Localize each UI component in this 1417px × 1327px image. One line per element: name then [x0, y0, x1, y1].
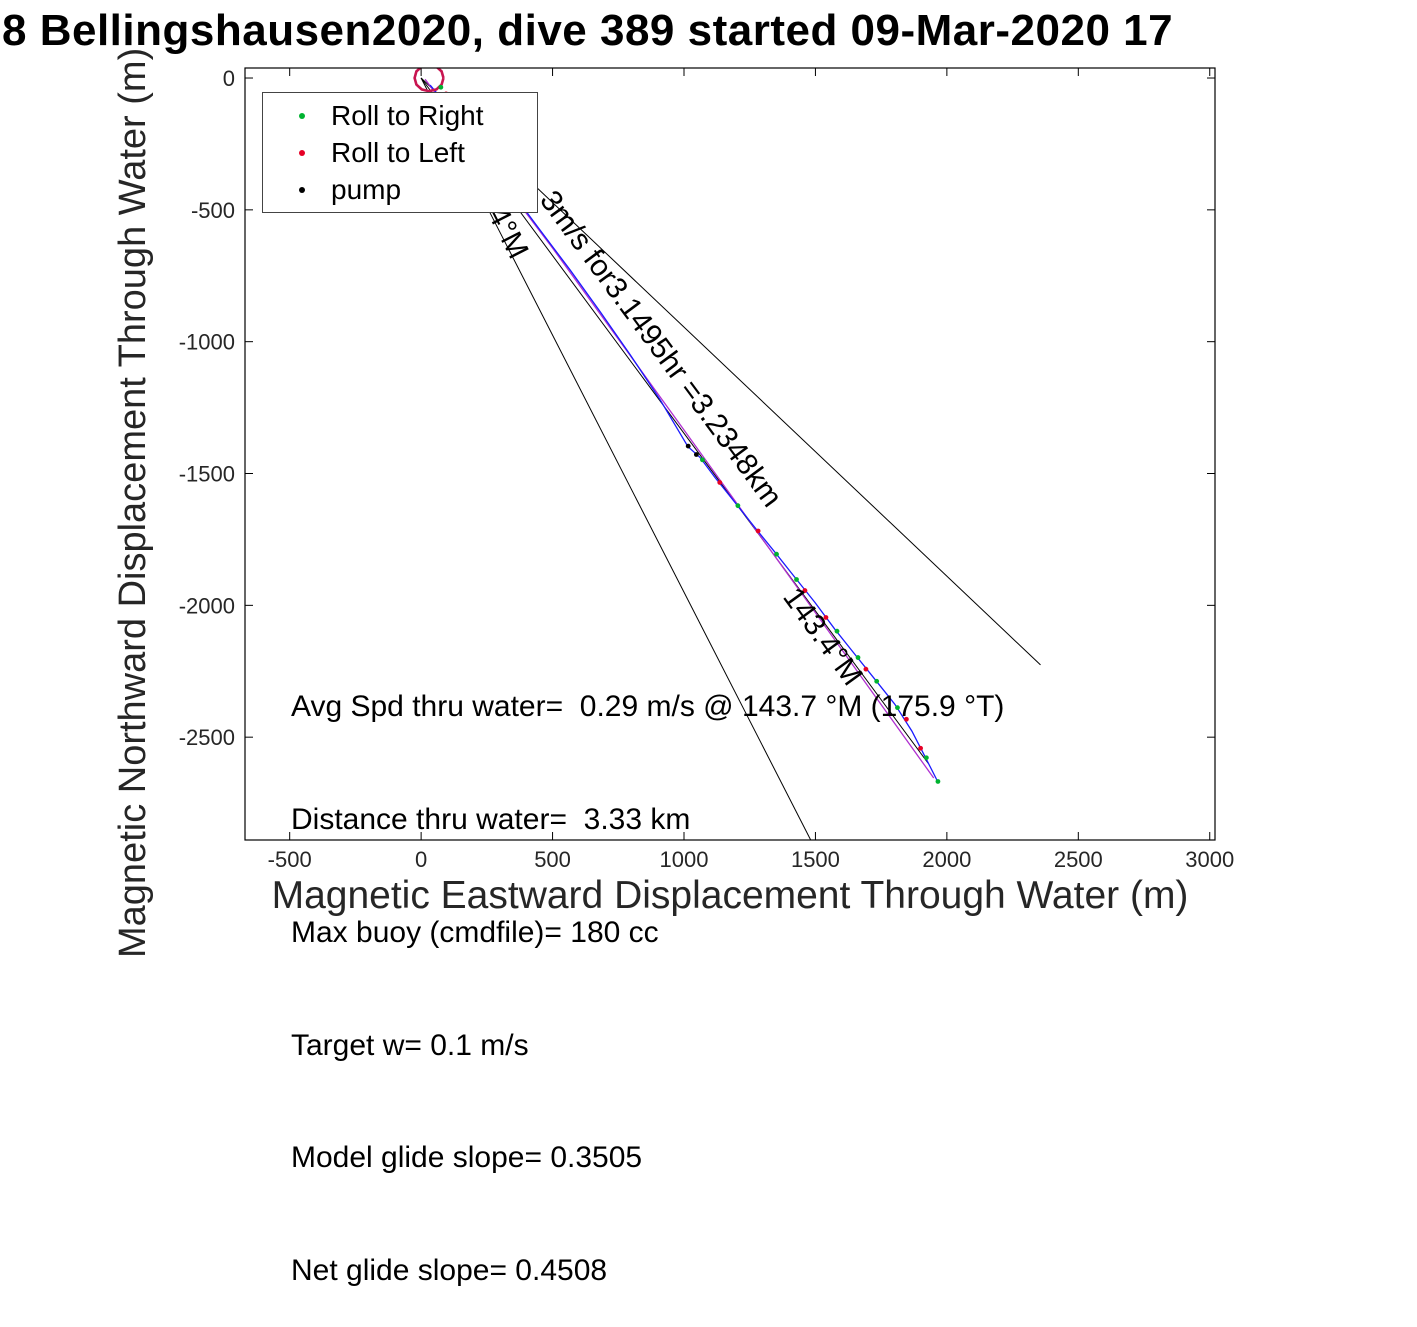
roll-right-markers [895, 705, 900, 711]
legend-item-label: pump [331, 173, 402, 205]
plot-border [244, 67, 1216, 841]
page-title: 8 Bellingshausen2020, dive 389 started 0… [2, 6, 1174, 55]
info-line-net-glide: Net glide slope= 0.4508 [291, 1254, 608, 1288]
roll-right-markers [935, 779, 941, 784]
roll-right-markers [855, 655, 861, 660]
x-tick-label: -500 [268, 847, 312, 872]
x-tick-label: 500 [534, 847, 571, 872]
y-tick-label: -1500 [179, 462, 235, 487]
pump-markers [685, 443, 691, 449]
info-line-max-buoy: Max buoy (cmdfile)= 180 cc [291, 915, 659, 949]
roll-right-markers [699, 457, 705, 463]
roll-left-markers [717, 480, 723, 485]
roll-left-markers [903, 716, 909, 722]
x-tick-label: 3000 [1185, 847, 1234, 872]
roll-right-markers [794, 577, 799, 582]
info-line-target-w: Target w= 0.1 m/s [291, 1028, 529, 1062]
y-tick-label: -2500 [179, 725, 235, 750]
roll-left-dot-icon [299, 149, 305, 156]
surface-loop [413, 68, 445, 93]
x-tick-label: 2000 [922, 847, 971, 872]
roll-left-markers [918, 745, 923, 751]
x-tick-label: 1000 [660, 847, 709, 872]
legend-item-roll-right: Roll to Right [263, 98, 537, 134]
dive-stats-text: Avg Spd thru water= 0.29 m/s @ 143.7 °M … [291, 613, 1004, 1327]
roll-right-markers [874, 678, 880, 684]
rotated-annotation: 3m/s for3.1495hr =3.2348km [533, 185, 788, 514]
pump-markers [693, 452, 699, 457]
roll-right-markers [438, 84, 444, 90]
legend-item-label: Roll to Left [331, 136, 465, 168]
roll-right-dot-icon [299, 112, 305, 119]
y-tick-label: -500 [191, 198, 235, 223]
x-axis-label: Magnetic Eastward Displacement Through W… [271, 874, 1189, 917]
info-line-distance: Distance thru water= 3.33 km [291, 802, 691, 836]
roll-right-markers [923, 755, 929, 761]
legend-item-roll-left: Roll to Left [263, 135, 537, 171]
x-tick-label: 2500 [1054, 847, 1103, 872]
roll-left-markers [802, 588, 808, 593]
legend-box: Roll to Right Roll to Left pump [262, 92, 538, 213]
info-line-avg-speed: Avg Spd thru water= 0.29 m/s @ 143.7 °M … [291, 690, 1005, 724]
roll-right-markers [834, 628, 840, 634]
legend-item-pump: pump [263, 172, 537, 208]
dive-track-line [429, 84, 939, 783]
pump-dot-icon [299, 186, 305, 193]
roll-right-markers [735, 503, 741, 509]
roll-right-markers [774, 551, 779, 557]
roll-left-markers [823, 615, 829, 620]
x-tick-label: 0 [415, 847, 427, 872]
y-tick-label: -1000 [179, 330, 235, 355]
info-line-model-glide: Model glide slope= 0.3505 [291, 1141, 643, 1175]
y-tick-label: 0 [223, 66, 235, 91]
y-tick-label: -2000 [179, 593, 235, 618]
legend-item-label: Roll to Right [331, 99, 484, 131]
x-tick-label: 1500 [791, 847, 840, 872]
roll-left-markers [755, 528, 761, 534]
roll-left-markers [863, 666, 869, 672]
